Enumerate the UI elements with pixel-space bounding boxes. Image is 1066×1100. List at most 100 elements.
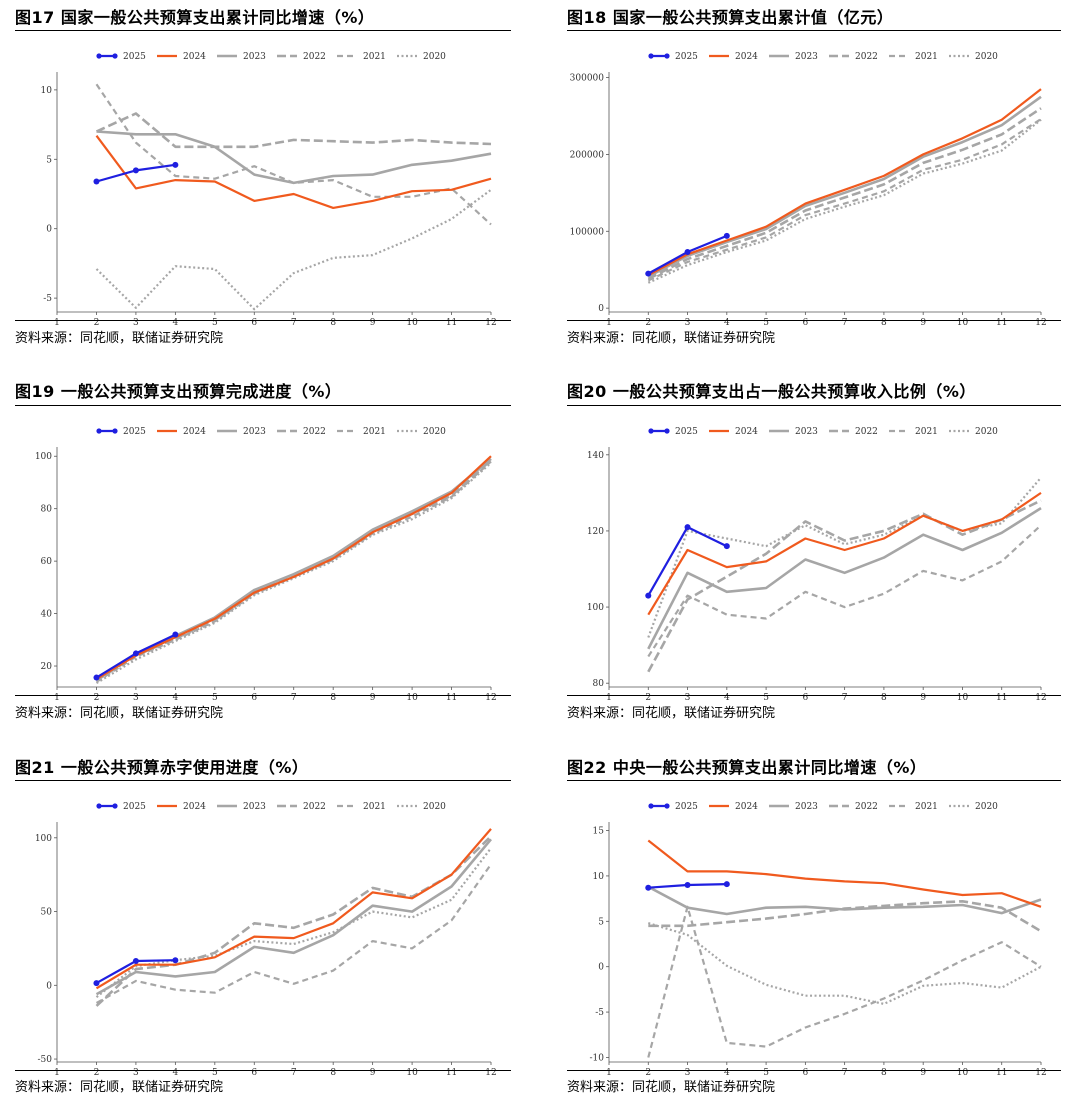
line-chart: 2025 2024 2023 2022 2021 2020 0 100000 200000 300… xyxy=(570,52,1047,328)
x-tick-label: 8 xyxy=(330,693,336,703)
x-tick-label: 1 xyxy=(606,693,612,703)
y-tick-label: 60 xyxy=(41,557,53,567)
x-tick-label: 7 xyxy=(842,693,848,703)
data-point-2025 xyxy=(172,161,179,168)
legend-label-2020: 2020 xyxy=(423,52,446,62)
legend-label-2024: 2024 xyxy=(183,802,206,812)
data-point-2025 xyxy=(132,650,139,657)
legend-marker-2025 xyxy=(112,803,118,809)
y-tick-label: 140 xyxy=(587,451,604,461)
x-tick-label: 8 xyxy=(881,693,887,703)
x-tick-label: 11 xyxy=(446,318,457,328)
data-point-2025 xyxy=(723,543,730,550)
y-tick-label: 0 xyxy=(598,304,604,314)
legend-label-2024: 2024 xyxy=(735,427,758,437)
x-tick-label: 4 xyxy=(724,1068,730,1078)
x-tick-label: 12 xyxy=(1035,693,1046,703)
x-tick-label: 4 xyxy=(724,318,730,328)
figure-17-panel: 图17 国家一般公共预算支出累计同比增速（%） 2025 2024 2023 2022… xyxy=(15,0,511,350)
legend-label-2024: 2024 xyxy=(735,52,758,62)
series-line-2023 xyxy=(647,506,1042,650)
figure-title: 图19 一般公共预算支出预算完成进度（%） xyxy=(15,382,342,401)
source-note: 资料来源：同花顺，联储证券研究院 xyxy=(15,331,224,346)
y-tick-label: 0 xyxy=(46,225,52,235)
y-tick-label: 5 xyxy=(46,155,52,165)
series-line-2022 xyxy=(647,107,1042,281)
figure-18-panel: 图18 国家一般公共预算支出累计值（亿元） 2025 2024 2023 2022 20… xyxy=(567,0,1061,350)
footer-rule xyxy=(567,695,1061,696)
series-line-2020 xyxy=(647,118,1042,284)
x-tick-label: 2 xyxy=(645,693,651,703)
x-tick-label: 12 xyxy=(485,318,496,328)
footer-rule xyxy=(567,320,1061,321)
x-tick-label: 8 xyxy=(881,1068,887,1078)
x-tick-label: 5 xyxy=(212,318,218,328)
x-tick-label: 4 xyxy=(172,693,178,703)
data-point-2025 xyxy=(132,167,139,174)
y-tick-label: 100 xyxy=(35,452,52,462)
y-tick-label: 300000 xyxy=(570,74,605,84)
legend-label-2023: 2023 xyxy=(243,52,266,62)
y-tick-label: 100 xyxy=(587,603,604,613)
series-line-2024 xyxy=(95,455,492,681)
x-tick-label: 4 xyxy=(724,693,730,703)
data-point-2025 xyxy=(645,270,652,277)
legend-label-2021: 2021 xyxy=(363,52,386,62)
legend-label-2025: 2025 xyxy=(123,427,146,437)
x-tick-label: 5 xyxy=(763,693,769,703)
legend-label-2022: 2022 xyxy=(303,427,326,437)
y-tick-label: 0 xyxy=(598,963,604,973)
source-note: 资料来源：同花顺，联储证券研究院 xyxy=(567,706,776,721)
legend-label-2022: 2022 xyxy=(303,802,326,812)
x-tick-label: 6 xyxy=(802,693,808,703)
legend-marker-2025 xyxy=(648,53,654,59)
figure-20-panel: 图20 一般公共预算支出占一般公共预算收入比例（%） 2025 2024 2023 2… xyxy=(567,376,1061,726)
title-rule xyxy=(15,780,511,781)
data-point-2025 xyxy=(172,957,179,964)
x-tick-label: 10 xyxy=(957,693,969,703)
figure-title: 图18 国家一般公共预算支出累计值（亿元） xyxy=(567,8,894,27)
x-tick-label: 12 xyxy=(485,693,496,703)
x-tick-label: 6 xyxy=(251,318,257,328)
series-line-2021 xyxy=(95,83,492,226)
figure-title: 图21 一般公共预算赤字使用进度（%） xyxy=(15,758,309,777)
x-tick-label: 7 xyxy=(291,693,297,703)
series-line-2023 xyxy=(647,885,1042,916)
legend-label-2025: 2025 xyxy=(675,802,698,812)
data-point-2025 xyxy=(645,592,652,599)
legend-marker-2025 xyxy=(96,53,102,59)
data-point-2025 xyxy=(684,882,691,888)
y-tick-label: -5 xyxy=(43,294,52,304)
x-tick-label: 9 xyxy=(920,1068,926,1078)
figure-22-panel: 图22 中央一般公共预算支出累计同比增速（%） 2025 2024 2023 2022… xyxy=(567,752,1061,1097)
y-tick-label: -5 xyxy=(595,1008,604,1018)
x-tick-label: 1 xyxy=(606,1068,612,1078)
legend-label-2021: 2021 xyxy=(915,52,938,62)
y-tick-label: 20 xyxy=(41,662,53,672)
source-note: 资料来源：同花顺，联储证券研究院 xyxy=(567,1080,776,1095)
x-tick-label: 7 xyxy=(842,1068,848,1078)
series-line-2022 xyxy=(648,900,1042,933)
data-point-2025 xyxy=(723,232,730,239)
figure-21-panel: 图21 一般公共预算赤字使用进度（%） 2025 2024 2023 2022 2021… xyxy=(15,752,511,1097)
legend-label-2020: 2020 xyxy=(975,427,998,437)
legend-marker-2025 xyxy=(664,53,670,59)
x-tick-label: 12 xyxy=(485,1068,496,1078)
series-line-2020 xyxy=(647,476,1042,638)
x-tick-label: 11 xyxy=(996,693,1007,703)
x-tick-label: 6 xyxy=(802,1068,808,1078)
x-tick-label: 10 xyxy=(406,318,418,328)
y-tick-label: 40 xyxy=(41,610,53,620)
x-tick-label: 5 xyxy=(763,318,769,328)
legend-marker-2025 xyxy=(96,428,102,434)
x-tick-label: 1 xyxy=(606,318,612,328)
x-tick-label: 7 xyxy=(842,318,848,328)
x-tick-label: 9 xyxy=(370,1068,376,1078)
x-tick-label: 6 xyxy=(251,1068,257,1078)
x-tick-label: 7 xyxy=(291,1068,297,1078)
legend-label-2025: 2025 xyxy=(123,802,146,812)
legend-label-2022: 2022 xyxy=(303,52,326,62)
